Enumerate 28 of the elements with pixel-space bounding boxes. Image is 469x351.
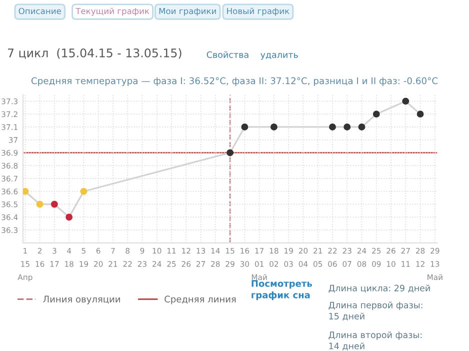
point — [416, 110, 424, 118]
text: Длина второй фазы: 14 дней — [328, 331, 422, 350]
point — [66, 214, 73, 221]
legend-label: Средняя линия — [164, 296, 236, 304]
point — [80, 188, 88, 195]
point — [329, 124, 336, 130]
point — [344, 124, 351, 130]
text: 7 цикл (15.04.15 - 13.05.15) — [8, 48, 182, 59]
text: Текущий график — [76, 8, 150, 16]
text: Посмотреть график сна — [252, 280, 312, 300]
point — [372, 110, 380, 118]
text: Длина цикла: 29 дней — [328, 284, 430, 293]
point — [241, 124, 248, 130]
text: Описание — [18, 8, 61, 14]
text: Свойства — [206, 51, 248, 58]
chart-title: Средняя температура — фаза I: 36.52°C, фаза II: 37.12°C, разница I и II фаз: -0.60°C — [31, 77, 438, 86]
point — [226, 149, 234, 156]
point — [402, 98, 410, 105]
legend-label: Линия овуляции — [43, 296, 120, 304]
text: Новый график — [227, 8, 290, 16]
text: Мои графики — [159, 8, 216, 16]
point — [270, 124, 278, 130]
point — [50, 200, 58, 208]
text: Длина первой фазы: 15 дней — [328, 302, 422, 321]
point — [36, 200, 44, 208]
point — [358, 124, 366, 130]
text: удалить — [260, 52, 298, 60]
point — [22, 188, 29, 195]
